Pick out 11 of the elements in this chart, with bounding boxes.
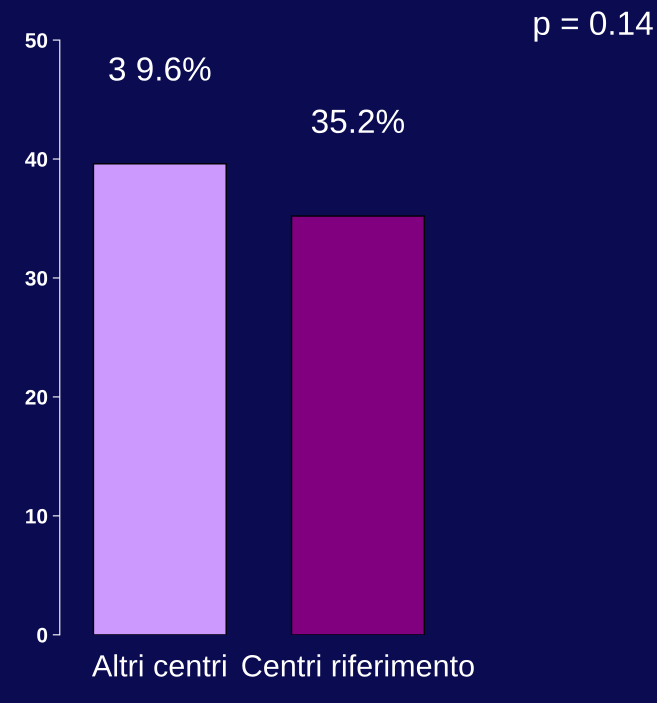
text: p = 0.14: [534, 11, 653, 42]
x-tick-label: Centri riferimento: [242, 654, 474, 677]
data-label: 35.2%: [312, 110, 404, 134]
x-tick-label: Altri centri: [92, 654, 226, 677]
y-tick-label: 30: [25, 270, 48, 286]
y-tick-label: 0: [37, 628, 48, 643]
y-tick-label: 10: [26, 508, 48, 524]
y-tick-label: 20: [26, 390, 48, 405]
y-tick-label: 40: [25, 152, 48, 167]
y-tick-label: 50: [25, 33, 48, 48]
annotation: 3 9.6%: [109, 57, 211, 81]
